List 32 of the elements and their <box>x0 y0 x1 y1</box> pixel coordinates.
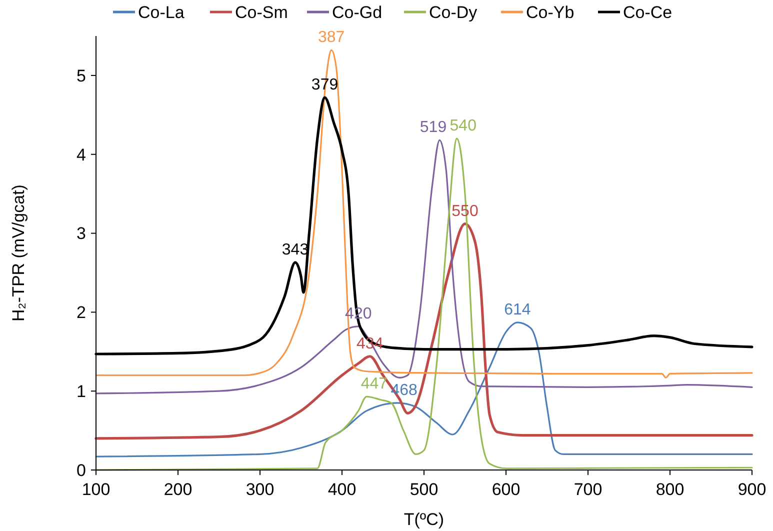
legend-label: Co-Sm <box>235 3 288 22</box>
y-tick-label: 1 <box>76 382 86 402</box>
x-tick-label: 600 <box>492 480 520 499</box>
legend-label: Co-Gd <box>332 3 382 22</box>
legend-label: Co-Dy <box>429 3 478 22</box>
x-tick-label: 200 <box>164 480 192 499</box>
annotation: 447 <box>360 376 388 393</box>
annotation: 387 <box>318 29 345 46</box>
annotation: 540 <box>450 118 477 135</box>
line-series <box>95 139 753 394</box>
y-tick-label: 5 <box>76 66 86 86</box>
x-tick-label: 300 <box>246 480 274 499</box>
annotation: 614 <box>504 301 531 318</box>
line-series <box>94 222 754 440</box>
y-tick-label: 3 <box>76 224 86 244</box>
x-tick-label: 500 <box>410 480 438 499</box>
y-tick-label: 2 <box>76 303 86 322</box>
x-tick-label: 100 <box>82 480 110 499</box>
y-axis-title: H₂-TPR (mV/gcat) <box>9 184 28 322</box>
line-series <box>95 49 753 378</box>
x-tick-label: 400 <box>328 480 356 499</box>
legend-label: Co-Ce <box>623 3 672 22</box>
x-tick-label: 900 <box>738 480 766 499</box>
legend-label: Co-La <box>138 3 185 22</box>
x-tick-label: 800 <box>656 480 684 499</box>
x-tick-label: 700 <box>574 480 602 499</box>
legend-label: Co-Yb <box>526 3 574 22</box>
x-axis-title: T(ºC) <box>404 510 444 529</box>
annotation: 519 <box>420 119 447 136</box>
y-tick-label: 4 <box>76 145 86 164</box>
y-tick-label: 0 <box>76 460 86 480</box>
line-series <box>95 322 753 458</box>
